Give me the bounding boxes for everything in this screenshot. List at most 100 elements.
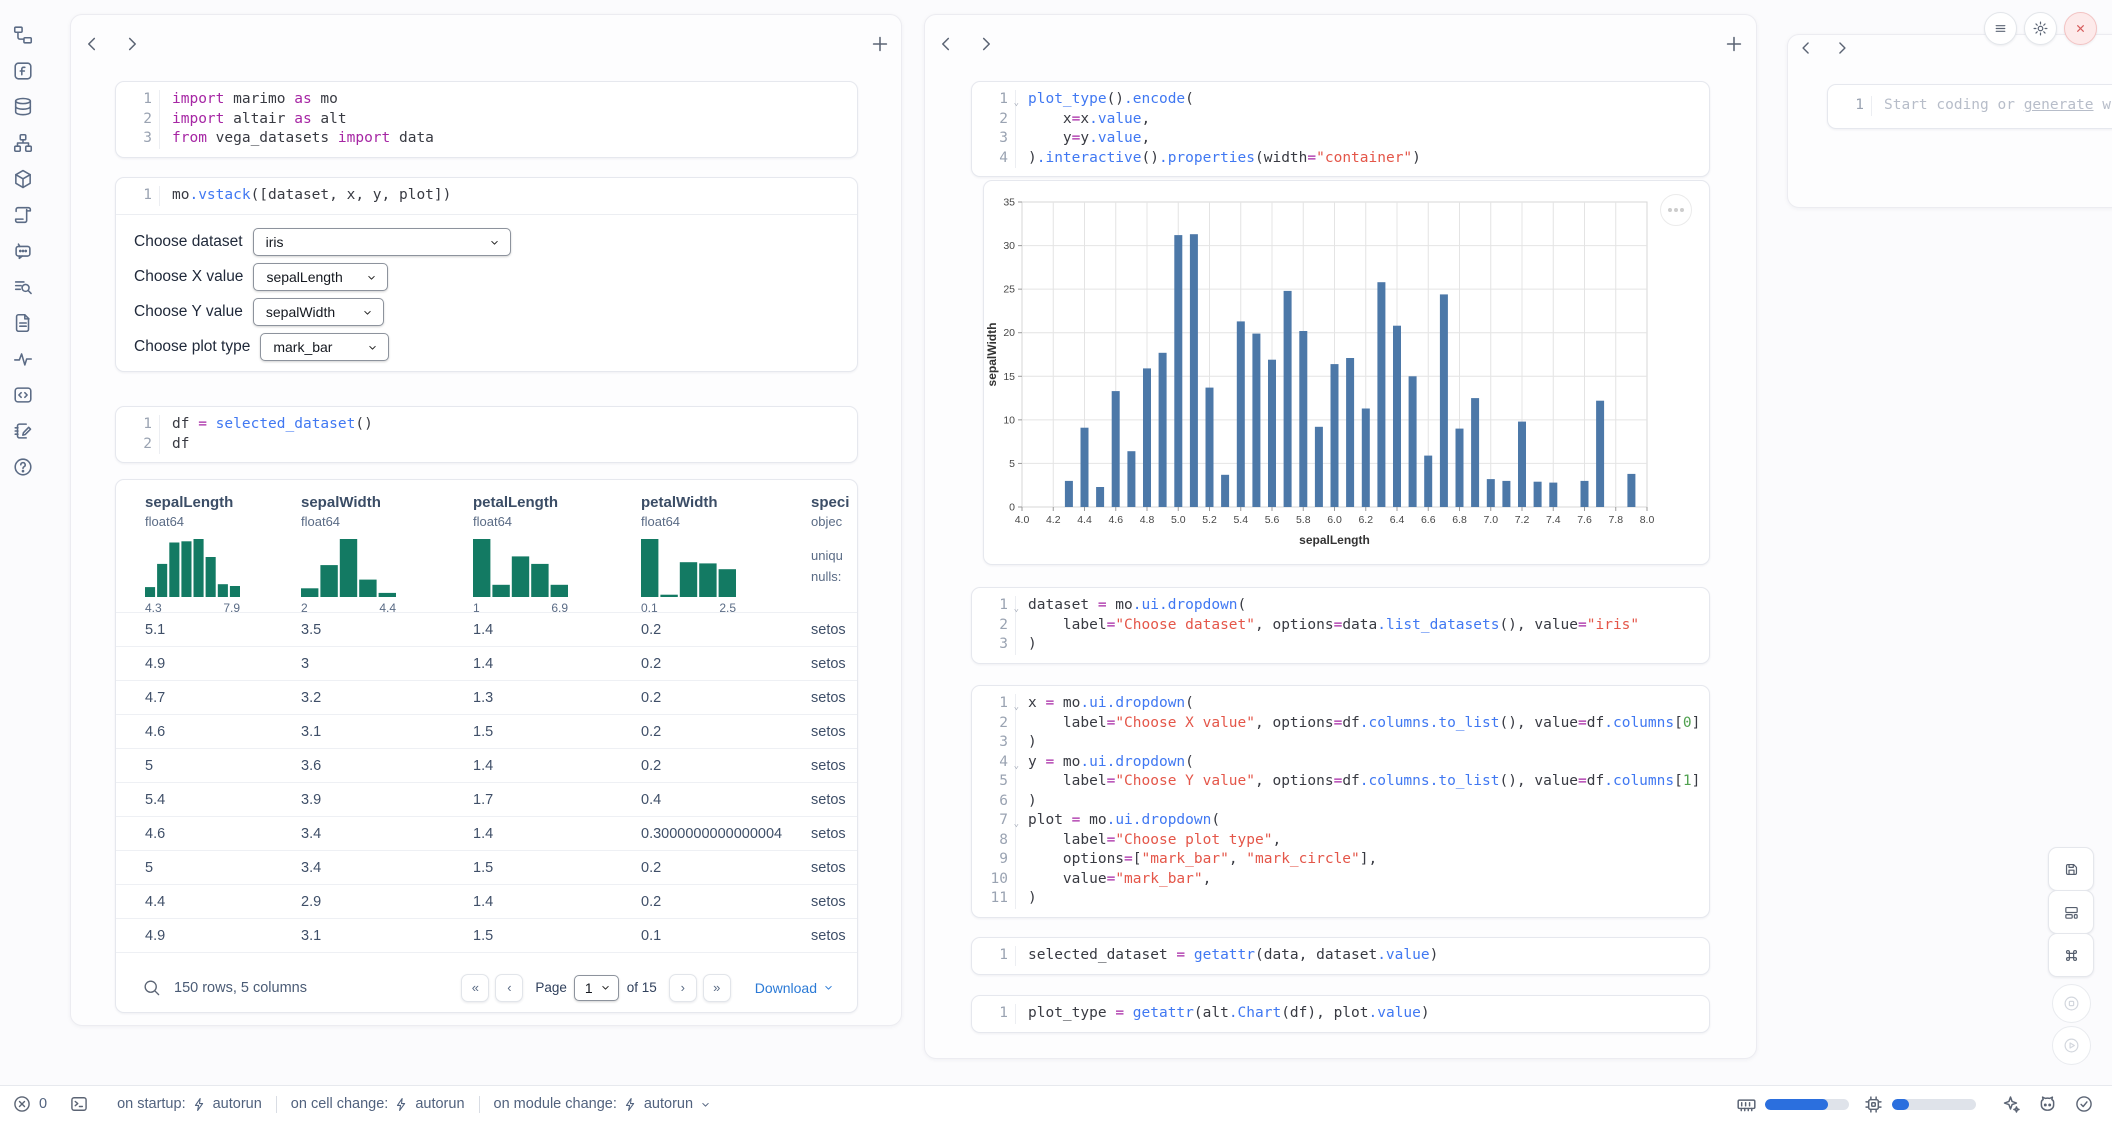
table-column-header[interactable]: sepalWidthfloat64 24.4 [301,494,473,615]
chevron-left-icon[interactable] [1796,38,1816,58]
code-line[interactable]: 9 options=["mark_bar", "mark_circle"], [972,850,1709,870]
plot-type-code-cell[interactable]: 1plot_type = getattr(alt.Chart(df), plot… [971,995,1710,1033]
layout-button[interactable] [2048,890,2094,934]
code-line[interactable]: 1import marimo as mo [116,90,857,110]
chevron-left-icon[interactable] [935,33,957,55]
code-line[interactable]: 1mo.vstack([dataset, x, y, plot]) [116,186,857,206]
imports-code-cell[interactable]: 1import marimo as mo2import altair as al… [115,81,858,158]
choose-dataset-select[interactable]: iris [253,228,511,256]
code-line[interactable]: 3from vega_datasets import data [116,129,857,149]
table-row[interactable]: 4.73.21.30.2setos [116,680,857,714]
scratch-code-cell[interactable]: 1 Start coding or generate with AI [1827,84,2112,129]
on-startup-toggle[interactable]: on startup: autorun [117,1096,262,1112]
close-panel-button[interactable] [2064,12,2097,45]
next-page-button[interactable]: › [669,974,697,1002]
documentation-icon[interactable] [9,311,36,334]
table-row[interactable]: 4.42.91.40.2setos [116,884,857,918]
tracing-icon[interactable] [9,347,36,370]
code-line[interactable]: 3) [972,635,1709,655]
help-icon[interactable] [9,455,36,478]
bar-chart[interactable]: 4.04.24.44.64.85.05.25.45.65.86.06.26.46… [984,181,1709,564]
keyboard-shortcuts-button[interactable] [2048,933,2094,977]
download-button[interactable]: Download [755,980,835,996]
save-button[interactable] [2048,847,2094,891]
errors-button[interactable] [12,1094,32,1114]
table-row[interactable]: 5.13.51.40.2setos [116,612,857,646]
scratchpad-icon[interactable] [9,419,36,442]
code-line[interactable]: 7⌄plot = mo.ui.dropdown( [972,811,1709,831]
table-column-header[interactable]: petalWidthfloat64 0.12.5 [641,494,811,615]
code-line[interactable]: 5 label="Choose Y value", options=df.col… [972,772,1709,792]
chat-bot-icon[interactable] [9,239,36,262]
table-row[interactable]: 5.43.91.70.4setos [116,782,857,816]
code-line[interactable]: 8 label="Choose plot type", [972,831,1709,851]
dependency-graph-icon[interactable] [9,131,36,154]
code-line[interactable]: 6) [972,792,1709,812]
code-line[interactable]: 2 label="Choose X value", options=df.col… [972,714,1709,734]
menu-button[interactable] [1984,12,2017,45]
table-row[interactable]: 53.61.40.2setos [116,748,857,782]
code-line[interactable]: 11) [972,889,1709,909]
code-line[interactable]: 1⌄x = mo.ui.dropdown( [972,694,1709,714]
table-row[interactable]: 4.931.40.2setos [116,646,857,680]
snippets-icon[interactable] [9,383,36,406]
controls-cell[interactable]: 1mo.vstack([dataset, x, y, plot]) Choose… [115,177,858,372]
table-row[interactable]: 4.63.11.50.2setos [116,714,857,748]
database-icon[interactable] [9,95,36,118]
table-column-header[interactable]: petalLengthfloat64 16.9 [473,494,641,615]
code-line[interactable]: 4⌄y = mo.ui.dropdown( [972,753,1709,773]
table-column-header[interactable]: speciobjec uniqunulls: [811,494,857,615]
code-line[interactable]: 1⌄plot_type().encode( [972,90,1709,110]
code-line[interactable]: 3 y=y.value, [972,129,1709,149]
add-cell-icon[interactable] [1723,33,1745,55]
choose-y-value-select[interactable]: sepalWidth [253,298,384,326]
dataset-dropdown-code-cell[interactable]: 1⌄dataset = mo.ui.dropdown(2 label="Choo… [971,587,1710,664]
terminal-button[interactable] [69,1094,89,1114]
plot-code-cell[interactable]: 1⌄plot_type().encode(2 x=x.value,3 y=y.v… [971,81,1710,177]
generate-link[interactable]: generate [2024,97,2094,113]
code-line[interactable]: 2df [116,435,857,455]
file-tree-icon[interactable] [9,23,36,46]
code-line[interactable]: 1selected_dataset = getattr(data, datase… [972,946,1709,966]
xy-plot-dropdown-code-cell[interactable]: 1⌄x = mo.ui.dropdown(2 label="Choose X v… [971,685,1710,918]
code-line[interactable]: 4).interactive().properties(width="conta… [972,149,1709,169]
table-column-header[interactable]: sepalLengthfloat64 4.37.9 [145,494,301,615]
chevron-right-icon[interactable] [121,33,143,55]
dataframe-code-cell[interactable]: 1df = selected_dataset()2df [115,406,858,463]
code-line[interactable]: 2import altair as alt [116,110,857,130]
connection-status-button[interactable] [2074,1094,2094,1114]
table-row[interactable]: 53.41.50.2setos [116,850,857,884]
code-line[interactable]: 1plot_type = getattr(alt.Chart(df), plot… [972,1004,1709,1024]
choose-plot-type-select[interactable]: mark_bar [260,333,389,361]
code-line[interactable]: 1df = selected_dataset() [116,415,857,435]
code-line[interactable]: 2 label="Choose dataset", options=data.l… [972,616,1709,636]
code-line[interactable]: 3) [972,733,1709,753]
selected-dataset-code-cell[interactable]: 1selected_dataset = getattr(data, datase… [971,937,1710,975]
logs-icon[interactable] [9,275,36,298]
page-select[interactable]: 1 [574,975,619,1001]
add-cell-icon[interactable] [869,33,891,55]
on-module-change-toggle[interactable]: on module change: autorun [494,1096,713,1112]
last-page-button[interactable]: » [703,974,731,1002]
script-icon[interactable] [9,203,36,226]
chevron-right-icon[interactable] [1832,38,1852,58]
code-line[interactable]: 2 x=x.value, [972,110,1709,130]
table-row[interactable]: 4.93.11.50.1setos [116,918,857,952]
prev-page-button[interactable]: ‹ [495,974,523,1002]
table-row[interactable]: 4.63.41.40.3000000000000004setos [116,816,857,850]
code-line[interactable]: 10 value="mark_bar", [972,870,1709,890]
chevron-left-icon[interactable] [81,33,103,55]
code-line[interactable]: 1⌄dataset = mo.ui.dropdown( [972,596,1709,616]
settings-button[interactable] [2024,12,2057,45]
copilot-button[interactable] [2037,1094,2058,1115]
choose-x-value-select[interactable]: sepalLength [253,263,388,291]
first-page-button[interactable]: « [461,974,489,1002]
functions-icon[interactable] [9,59,36,82]
packages-icon[interactable] [9,167,36,190]
altair-chart-output[interactable]: 4.04.24.44.64.85.05.25.45.65.86.06.26.46… [983,180,1710,565]
search-icon[interactable] [142,978,161,997]
chart-actions-button[interactable] [1660,194,1692,226]
on-cell-change-toggle[interactable]: on cell change: autorun [291,1096,465,1112]
run-button[interactable] [2052,1026,2091,1065]
chevron-right-icon[interactable] [975,33,997,55]
